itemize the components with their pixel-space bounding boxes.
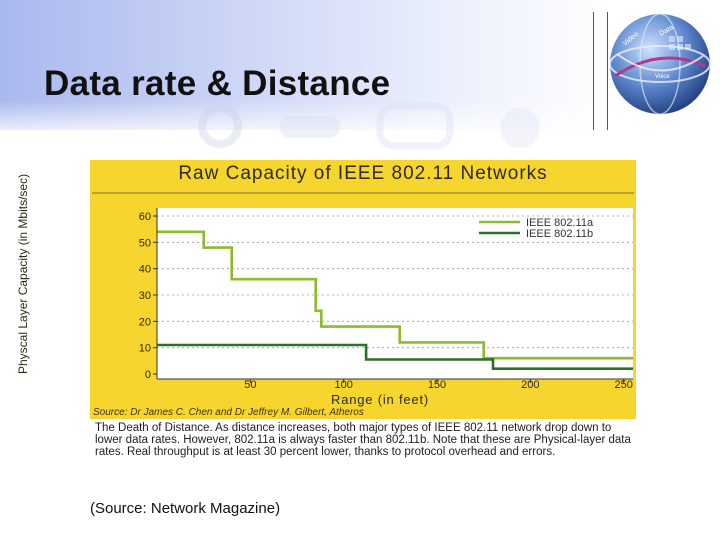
x-tick-label: 50	[244, 379, 256, 391]
x-tick-label: 250	[614, 379, 632, 391]
legend-label: IEEE 802.11b	[526, 228, 593, 240]
y-tick-label: 0	[145, 369, 151, 381]
x-axis-label: Range (in feet)	[331, 392, 429, 407]
y-tick-label: 30	[139, 290, 151, 302]
header-divider-right	[607, 12, 608, 130]
x-tick-label: 200	[521, 379, 539, 391]
legend-label: IEEE 802.11a	[526, 217, 594, 229]
globe-logo: Video Data Voice	[609, 13, 711, 115]
header-divider-left	[593, 12, 594, 130]
source-strip	[90, 407, 636, 419]
slide-title: Data rate & Distance	[44, 64, 391, 103]
chart-source: Source: Dr James C. Chen and Dr Jeffrey …	[93, 407, 364, 418]
series-line-ieee-802-11b	[157, 343, 633, 370]
slide-source-note: (Source: Network Magazine)	[90, 500, 281, 517]
series-line-ieee-802-11a	[157, 230, 633, 360]
chart-caption: The Death of Distance. As distance incre…	[95, 422, 631, 458]
y-axis-label: Physcal Layer Capacity (in Mbits/sec)	[16, 173, 30, 374]
y-tick-label: 60	[139, 211, 151, 223]
x-tick-label: 150	[428, 379, 446, 391]
globe-label-voice: Voice	[655, 74, 670, 80]
y-tick-label: 20	[139, 316, 151, 328]
x-tick-label: 100	[334, 379, 352, 391]
watermark-decoration	[198, 102, 540, 150]
globe-sphere	[610, 14, 710, 114]
plot-area	[157, 208, 633, 379]
chart-title: Raw Capacity of IEEE 802.11 Networks	[178, 163, 548, 184]
header-fade	[0, 100, 720, 140]
y-tick-label: 10	[139, 343, 151, 355]
y-tick-label: 40	[139, 264, 151, 276]
y-tick-label: 50	[139, 237, 151, 249]
